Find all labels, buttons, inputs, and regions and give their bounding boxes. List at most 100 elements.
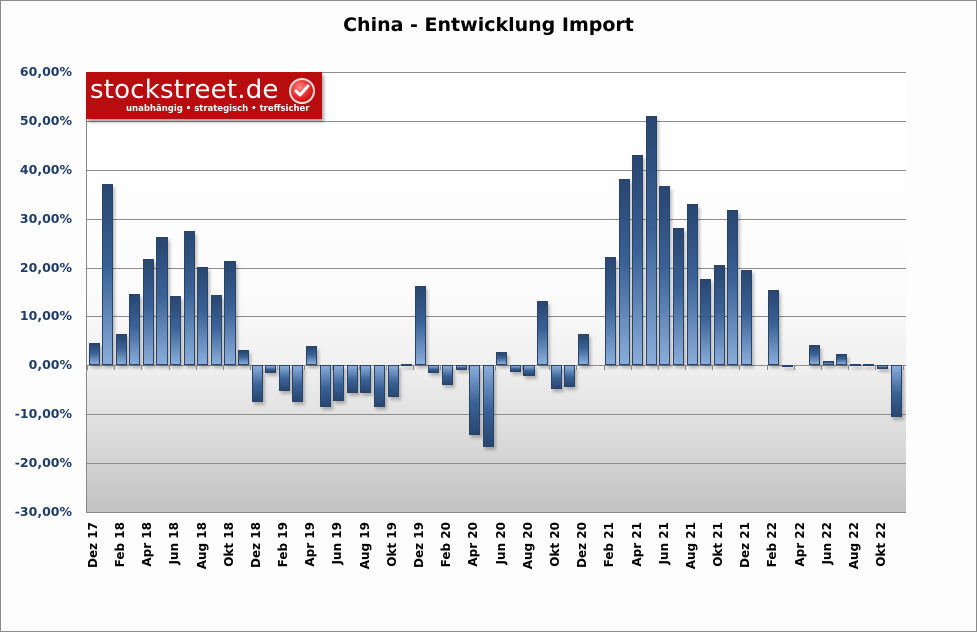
x-tick-label: Feb 20 — [439, 522, 454, 568]
y-tick-label: 20,00% — [19, 259, 72, 275]
axis-tick — [250, 365, 252, 371]
axis-tick — [739, 365, 741, 371]
bar — [605, 256, 617, 366]
bar — [455, 365, 467, 370]
bar — [849, 363, 861, 366]
bar — [550, 365, 562, 390]
gridline — [87, 120, 906, 122]
x-tick-label: Aug 19 — [357, 522, 372, 570]
axis-tick — [467, 365, 469, 371]
bar — [238, 350, 250, 366]
x-tick-label: Dez 21 — [738, 522, 753, 568]
axis-tick — [821, 365, 823, 371]
bar — [645, 115, 657, 366]
bar — [278, 365, 290, 391]
y-tick-label: 0,00% — [28, 357, 72, 373]
bar — [115, 334, 127, 366]
bar — [373, 365, 386, 407]
bar — [700, 279, 712, 366]
logo-name: stockstreet.de — [90, 75, 279, 105]
bar — [183, 230, 195, 366]
bar — [197, 267, 209, 366]
axis-tick — [630, 365, 632, 371]
bar — [170, 295, 182, 366]
y-tick-label: 30,00% — [19, 210, 72, 226]
bar — [102, 184, 114, 366]
bar — [251, 365, 263, 403]
x-tick-label: Apr 19 — [303, 522, 318, 567]
axis-tick — [685, 365, 687, 371]
bar — [822, 360, 834, 366]
y-tick-label: -20,00% — [14, 455, 72, 471]
bar — [360, 365, 372, 393]
y-tick-label: -10,00% — [14, 406, 72, 422]
y-tick-label: 50,00% — [19, 112, 72, 128]
bar — [414, 285, 426, 366]
bar — [523, 365, 535, 376]
gridline — [87, 316, 906, 318]
bar — [713, 264, 725, 366]
logo-tagline: unabhängig • strategisch • treffsicher — [126, 104, 310, 114]
bar — [876, 365, 888, 369]
x-tick-label: Jun 20 — [493, 522, 508, 565]
axis-tick — [304, 365, 306, 371]
x-tick-label: Aug 18 — [194, 522, 209, 570]
bar — [441, 365, 453, 385]
y-tick-label: 10,00% — [19, 308, 72, 324]
bar — [292, 365, 304, 403]
bar — [401, 363, 413, 366]
gridline — [87, 414, 906, 416]
axis-tick — [114, 365, 116, 371]
x-tick-label: Apr 20 — [466, 522, 481, 567]
bar — [482, 365, 494, 447]
bar — [142, 259, 154, 366]
x-tick-label: Dez 17 — [85, 522, 100, 568]
bar — [387, 365, 399, 397]
x-tick-label: Dez 18 — [248, 522, 263, 568]
x-tick-label: Jun 18 — [167, 522, 182, 565]
chart-title: China - Entwicklung Import — [343, 14, 634, 36]
axis-tick — [902, 365, 904, 371]
axis-tick — [603, 365, 605, 371]
bar — [537, 300, 549, 366]
axis-tick — [657, 365, 659, 371]
axis-tick — [521, 365, 523, 371]
bar — [129, 293, 141, 366]
bar — [224, 260, 236, 366]
bar — [509, 365, 521, 373]
axis-tick — [875, 365, 877, 371]
axis-tick — [494, 365, 496, 371]
bar — [333, 365, 345, 402]
bar — [890, 365, 902, 418]
gridline — [87, 365, 906, 367]
axis-tick — [576, 365, 578, 371]
axis-tick — [766, 365, 768, 371]
x-tick-label: Dez 19 — [412, 522, 427, 568]
bar — [659, 185, 671, 366]
axis-tick — [141, 365, 143, 371]
bar — [836, 354, 848, 366]
bar — [727, 210, 739, 366]
bar — [863, 363, 875, 366]
x-tick-label: Aug 22 — [847, 522, 862, 570]
x-tick-label: Apr 22 — [792, 522, 807, 567]
checkmark-icon — [289, 78, 315, 104]
x-tick-label: Feb 21 — [602, 522, 617, 568]
bar — [305, 345, 318, 366]
bar — [632, 154, 644, 366]
axis-tick — [848, 365, 850, 371]
x-tick-label: Aug 20 — [520, 522, 535, 570]
x-tick-label: Dez 20 — [575, 522, 590, 568]
x-tick-label: Jun 21 — [656, 522, 671, 565]
gridline — [87, 72, 906, 73]
bar — [673, 227, 685, 366]
plot-area — [86, 72, 906, 513]
axis-tick — [793, 365, 795, 371]
stockstreet-logo: stockstreet.de unabhängig • strategisch … — [86, 72, 322, 119]
bar — [210, 294, 222, 366]
x-tick-label: Feb 22 — [765, 522, 780, 568]
bar — [496, 352, 508, 366]
axis-tick — [168, 365, 170, 371]
bar — [428, 365, 440, 373]
x-tick-label: Jun 19 — [330, 522, 345, 565]
